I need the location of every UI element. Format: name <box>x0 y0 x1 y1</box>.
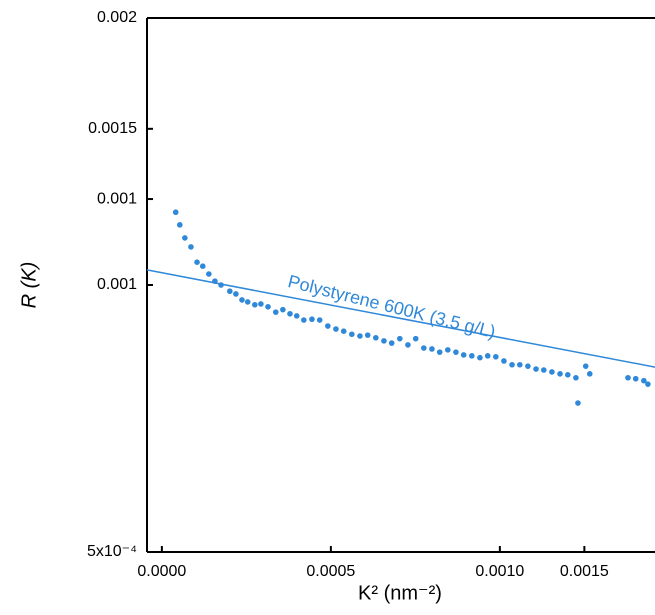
data-point <box>412 335 419 342</box>
data-point <box>272 309 279 315</box>
data-point <box>429 346 435 352</box>
data-point <box>493 353 499 360</box>
data-point <box>280 306 286 313</box>
data-point <box>641 377 647 384</box>
x-tick-label: 0.0000 <box>137 563 186 580</box>
data-point <box>477 354 483 361</box>
data-point <box>582 363 589 369</box>
data-point <box>258 301 264 307</box>
data-point <box>525 363 531 369</box>
data-point <box>309 316 315 323</box>
data-point <box>625 374 631 381</box>
fit-line <box>146 269 655 368</box>
x-tick-label: 0.0005 <box>306 563 355 580</box>
data-point <box>252 301 258 308</box>
data-point <box>239 297 245 303</box>
data-point <box>373 334 379 341</box>
data-point <box>405 342 411 348</box>
data-point <box>227 288 233 295</box>
y-tick-label: 0.002 <box>97 9 137 26</box>
data-point <box>557 371 563 377</box>
data-point <box>645 381 651 387</box>
data-point <box>501 358 507 364</box>
y-tick-label: 5x10⁻⁴ <box>87 543 137 560</box>
annotation: Polystyrene 600K (3.5 g/L) <box>286 271 498 342</box>
data-point <box>333 326 339 332</box>
data-point <box>176 222 183 228</box>
data-point <box>573 374 579 381</box>
data-point <box>469 353 475 359</box>
x-tick-label: 0.0010 <box>475 563 524 580</box>
data-point <box>206 271 212 277</box>
data-point <box>340 328 347 334</box>
data-point <box>357 333 363 339</box>
x-tick-label: 0.0015 <box>560 563 609 580</box>
data-point <box>397 335 403 342</box>
data-point <box>453 349 459 355</box>
data-point <box>533 366 539 372</box>
y-axis-label: R (K) <box>18 262 40 309</box>
data-point <box>445 347 451 353</box>
data-point <box>632 375 639 382</box>
data-point <box>436 349 443 355</box>
data-point <box>244 299 251 305</box>
y-tick-label: 0.001 <box>97 276 137 293</box>
data-point <box>194 259 200 265</box>
y-tick-label: 0.001 <box>97 190 137 207</box>
data-point <box>188 244 194 250</box>
data-point <box>287 310 293 317</box>
data-point <box>388 340 395 346</box>
data-point <box>549 369 555 375</box>
x-axis-label: K² (nm⁻²) <box>358 582 442 604</box>
data-point <box>541 367 547 373</box>
data-point <box>586 371 593 377</box>
data-point <box>575 400 581 406</box>
data-point <box>265 303 271 310</box>
data-point <box>316 317 323 323</box>
data-point <box>484 353 491 359</box>
data-point <box>301 317 307 323</box>
data-point <box>218 282 224 288</box>
data-point <box>381 338 387 344</box>
data-point <box>517 361 523 368</box>
data-point <box>364 332 371 338</box>
data-point <box>421 345 427 351</box>
data-point <box>325 323 331 329</box>
y-tick-label: 0.0015 <box>88 120 137 137</box>
data-point <box>460 352 467 358</box>
data-point <box>349 331 355 338</box>
data-point <box>293 313 300 319</box>
data-point <box>172 209 179 216</box>
data-point <box>182 235 188 241</box>
data-point <box>564 372 571 378</box>
data-point <box>199 263 206 270</box>
data-point <box>212 278 218 284</box>
data-point <box>233 291 239 297</box>
data-point <box>509 361 515 368</box>
